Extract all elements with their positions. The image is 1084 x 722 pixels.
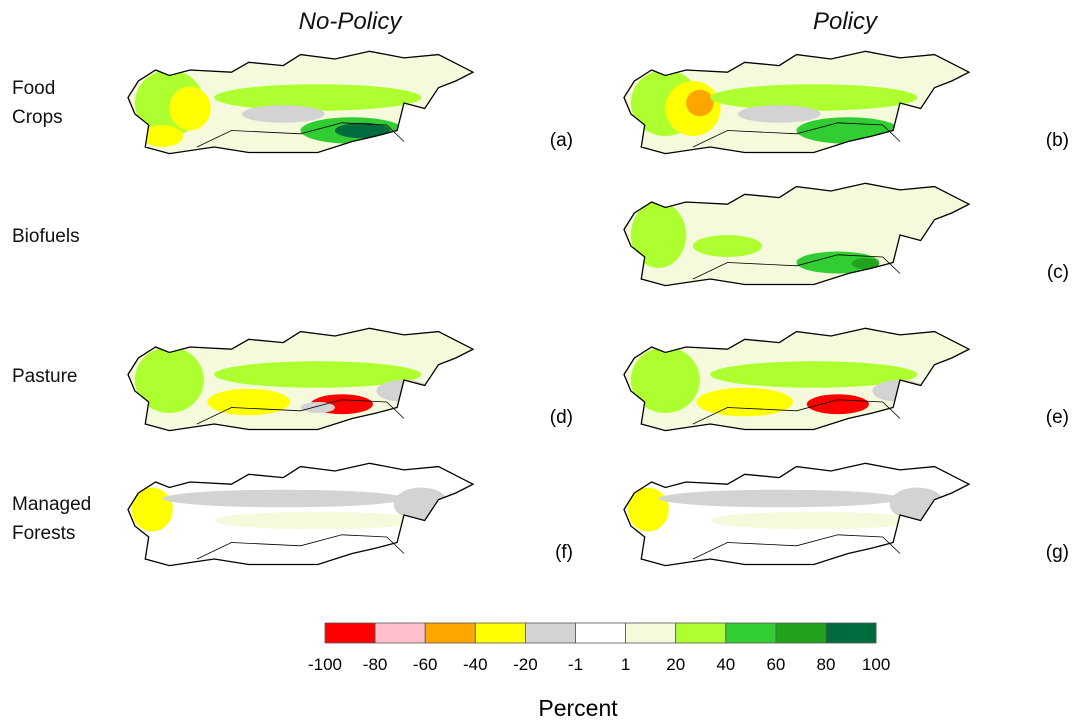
land-patch — [889, 487, 945, 521]
legend-tick-label: -40 — [463, 655, 488, 674]
legend-tick-label: -60 — [413, 655, 438, 674]
map — [128, 463, 473, 566]
land-patch — [214, 361, 422, 388]
land-patch — [169, 86, 211, 131]
land-patch — [710, 361, 918, 388]
row-label: Food Crops — [12, 78, 63, 128]
land-patch — [851, 258, 880, 270]
legend-swatch — [374, 622, 426, 644]
land-patch — [335, 122, 391, 139]
land-patch — [300, 402, 335, 413]
land-patch — [710, 511, 918, 530]
land-patch — [710, 84, 918, 111]
coastline — [127, 50, 475, 155]
coastline — [127, 327, 475, 432]
legend-title: Percent — [538, 695, 618, 721]
column-title: No-Policy — [298, 8, 402, 35]
land-patch — [630, 347, 700, 413]
border — [196, 534, 405, 560]
land-patch — [162, 489, 404, 508]
land-patch — [686, 89, 714, 117]
legend-swatch — [474, 622, 526, 644]
border — [692, 122, 901, 148]
land-patch — [214, 84, 422, 111]
panel-label: (c) — [1047, 262, 1069, 283]
land-patch — [696, 387, 794, 417]
land — [624, 183, 969, 286]
panel-label: (e) — [1046, 407, 1069, 428]
coastline — [623, 462, 971, 567]
legend-swatch — [625, 622, 677, 644]
land-patch — [872, 380, 928, 402]
panel-label: (d) — [550, 407, 573, 428]
row-label: Biofuels — [12, 226, 80, 247]
land-patch — [214, 511, 422, 530]
map — [624, 51, 969, 154]
row-label: Pasture — [12, 366, 78, 387]
legend-tick-label: 1 — [621, 655, 630, 674]
legend-swatch — [324, 622, 376, 644]
panel-label: (g) — [1046, 542, 1069, 563]
legend-tick-label: 80 — [817, 655, 836, 674]
legend-tick-label: -1 — [568, 655, 583, 674]
legend-swatch — [825, 622, 877, 644]
map — [624, 463, 969, 566]
land-patch — [134, 347, 204, 413]
coastline — [127, 462, 475, 567]
land-patch — [207, 388, 291, 416]
coastline — [623, 50, 971, 155]
legend-swatch — [675, 622, 727, 644]
land-patch — [806, 394, 869, 415]
land-patch — [693, 235, 762, 257]
legend-tick-label: -100 — [308, 655, 342, 674]
legend-tick-label: 40 — [716, 655, 735, 674]
land-patch — [241, 105, 325, 123]
border — [692, 254, 901, 280]
panel-label: (b) — [1046, 130, 1069, 151]
land-patch — [737, 105, 821, 123]
legend-swatch — [725, 622, 777, 644]
border — [196, 399, 405, 425]
row-label: Managed Forests — [12, 494, 92, 544]
map — [624, 328, 969, 431]
panel-label: (f) — [555, 542, 573, 563]
map — [128, 51, 473, 154]
land-patch — [393, 487, 449, 521]
legend-tick-label: 20 — [666, 655, 685, 674]
legend-swatch — [575, 622, 626, 644]
panel-label: (a) — [550, 130, 573, 151]
legend-tick-label: -20 — [513, 655, 538, 674]
legend-tick-label: 100 — [862, 655, 890, 674]
land-patch — [658, 489, 900, 508]
border — [692, 399, 901, 425]
land-patch — [796, 117, 900, 144]
legend-tick-label: 60 — [766, 655, 785, 674]
map — [624, 183, 969, 286]
coastline — [623, 327, 971, 432]
coastline — [623, 182, 971, 287]
legend-swatch — [525, 622, 576, 644]
legend-tick-label: -80 — [363, 655, 388, 674]
column-title: Policy — [812, 8, 878, 35]
land-patch — [630, 202, 687, 268]
legend-swatch — [775, 622, 827, 644]
land-patch — [376, 380, 432, 402]
land-patch — [141, 125, 184, 147]
legend-swatch — [424, 622, 476, 644]
border — [196, 122, 405, 148]
map — [128, 328, 473, 431]
border — [692, 534, 901, 560]
